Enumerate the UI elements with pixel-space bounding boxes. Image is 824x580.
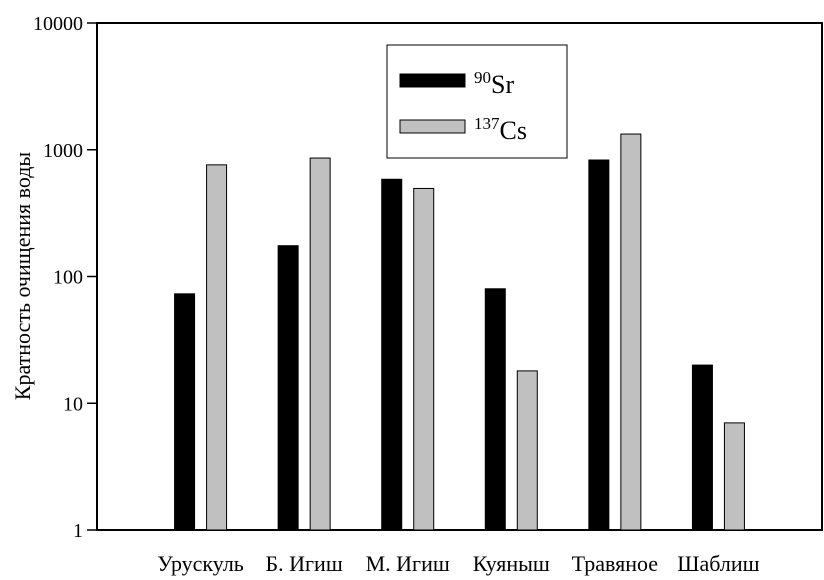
bar-137Cs-0 — [206, 164, 228, 531]
legend-sup-cs: 137 — [474, 114, 500, 133]
y-tick-label-1: 10 — [63, 393, 83, 415]
legend-label-sr: 90Sr — [474, 68, 514, 99]
legend-swatch-sr — [399, 73, 466, 88]
legend-base-sr: Sr — [491, 70, 514, 99]
y-axis: 1 10 100 1000 10000 — [33, 13, 97, 542]
bar-137Cs-3 — [516, 370, 538, 531]
bar-137Cs-5 — [723, 422, 745, 531]
bar-137Cs-1 — [309, 157, 331, 531]
legend-label-cs: 137Cs — [474, 114, 527, 145]
y-tick-label-0: 1 — [73, 520, 83, 542]
y-tick-label-3: 1000 — [43, 140, 83, 162]
bars — [174, 133, 745, 531]
x-axis: Урускуль Б. Игиш М. Игиш Куяныш Травяное Шабл… — [157, 551, 759, 576]
bar-90Sr-4 — [588, 159, 610, 531]
legend-box — [386, 44, 568, 159]
legend-swatch-cs — [399, 119, 466, 134]
x-category-label-5: Шаблиш — [677, 551, 759, 576]
x-category-label-2: М. Игиш — [366, 551, 450, 576]
y-tick-label-2: 100 — [53, 267, 83, 289]
x-category-label-0: Урускуль — [157, 551, 244, 576]
bar-137Cs-2 — [413, 187, 435, 531]
y-tick-label-4: 10000 — [33, 13, 83, 35]
bar-90Sr-5 — [691, 364, 713, 531]
bar-90Sr-3 — [484, 288, 506, 531]
bar-90Sr-2 — [381, 178, 403, 531]
legend-base-cs: Cs — [500, 116, 527, 145]
bar-137Cs-4 — [620, 133, 642, 531]
legend-sup-sr: 90 — [474, 68, 491, 87]
x-category-label-4: Травяное — [572, 551, 658, 576]
y-axis-title: Кратность очищения воды — [10, 152, 35, 401]
bar-90Sr-1 — [277, 245, 299, 531]
bar-90Sr-0 — [174, 293, 196, 531]
x-category-label-3: Куяныш — [473, 551, 550, 576]
x-category-label-1: Б. Игиш — [266, 551, 343, 576]
legend: 90Sr 137Cs — [386, 44, 568, 159]
